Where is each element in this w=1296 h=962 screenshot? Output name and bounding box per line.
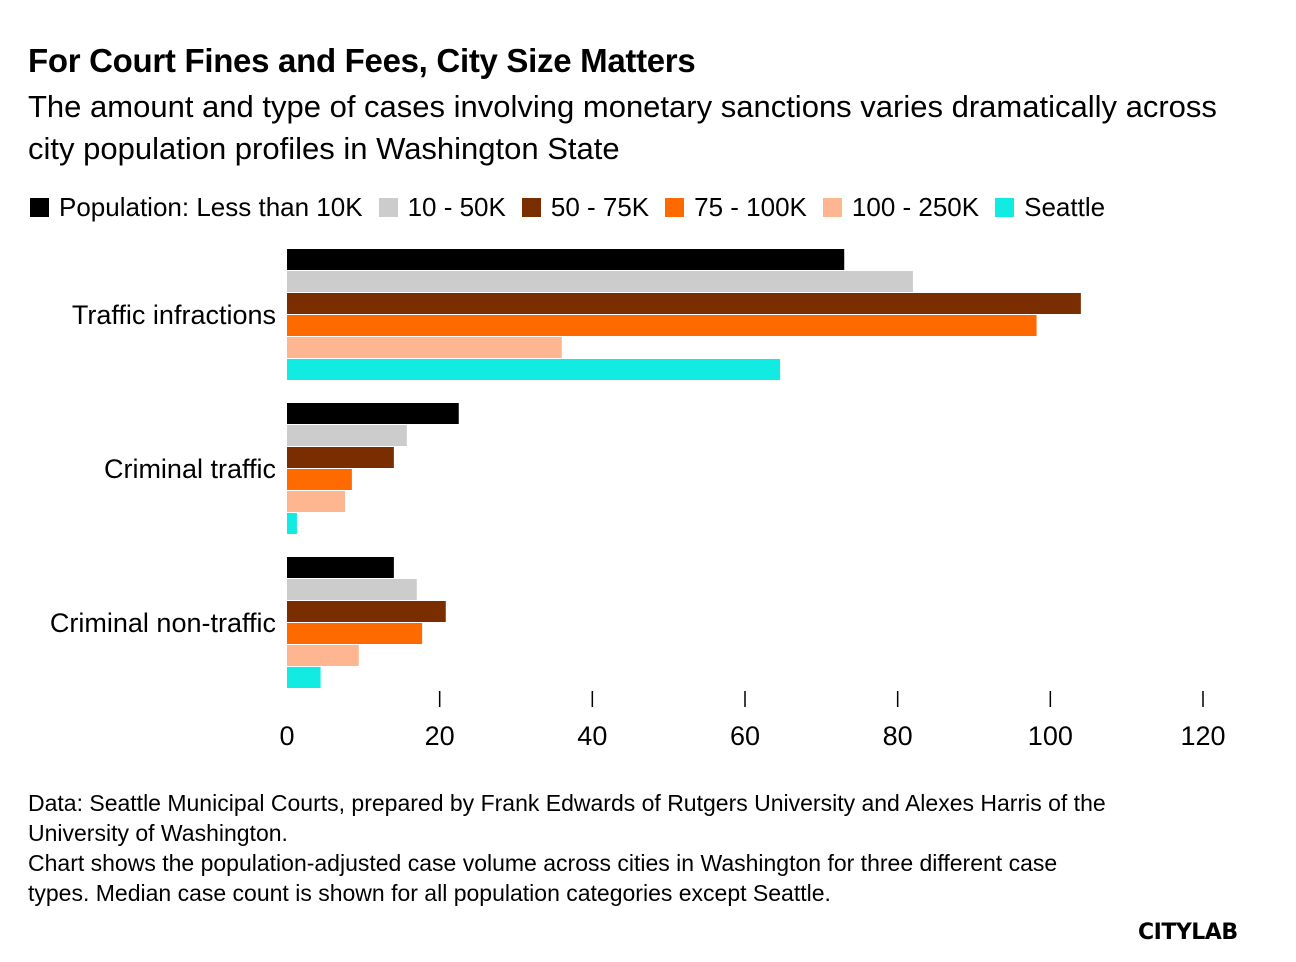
bar: [287, 293, 1081, 314]
bar: [287, 469, 352, 490]
legend-swatch: [822, 197, 842, 217]
bar-chart: Traffic infractions Criminal traffic Crimi…: [50, 249, 1226, 751]
category-label: Traffic infractions: [72, 300, 276, 330]
citylab-logo: CITYLAB: [1138, 920, 1238, 945]
legend-item-less-than-10k: Population: Less than 10K: [30, 192, 363, 223]
bar: [287, 425, 407, 446]
bar: [287, 337, 562, 358]
legend-item-75-100k: 75 - 100K: [665, 192, 807, 223]
x-tick-label: 120: [1180, 721, 1225, 751]
bar: [287, 491, 346, 512]
legend-item-10-50k: 10 - 50K: [378, 191, 506, 223]
bar: [287, 447, 394, 468]
x-tick-label: 0: [279, 721, 294, 751]
legend-label: 100 - 250K: [851, 191, 980, 222]
note-line: Chart shows the population-adjusted case…: [28, 850, 1058, 906]
bar: [287, 645, 359, 666]
bar: [287, 359, 781, 380]
legend-label: 50 - 75K: [550, 191, 650, 222]
x-tick-label: 40: [577, 721, 607, 751]
bar: [287, 557, 394, 578]
bar: [287, 513, 297, 534]
legend-item-50-75k: 50 - 75K: [521, 191, 650, 223]
bar: [287, 667, 321, 688]
legend-label: 75 - 100K: [694, 191, 807, 222]
legend-label: 10 - 50K: [407, 191, 506, 222]
x-tick-label: 80: [883, 721, 913, 751]
chart-source-note: Data: Seattle Municipal Courts, prepared…: [28, 788, 1108, 908]
bar: [287, 315, 1037, 336]
legend-swatch: [521, 197, 541, 217]
legend-item-100-250k: 100 - 250K: [822, 191, 980, 223]
legend-label: Population: Less than 10K: [59, 191, 363, 222]
bar: [287, 271, 913, 292]
category-label: Criminal non-traffic: [50, 608, 276, 638]
bar: [287, 579, 417, 600]
legend-swatch: [30, 197, 49, 217]
chart-legend: Population: Less than 10K 10 - 50K 50 - …: [30, 190, 1105, 224]
bar: [287, 403, 459, 424]
x-tick-label: 60: [730, 721, 760, 751]
legend-swatch: [995, 197, 1015, 217]
legend-swatch: [665, 197, 685, 217]
source-line: Data: Seattle Municipal Courts, prepared…: [28, 790, 1106, 846]
bar: [287, 601, 446, 622]
bar: [287, 249, 845, 270]
x-tick-label: 100: [1028, 721, 1073, 751]
legend-swatch: [378, 197, 398, 217]
chart-title: For Court Fines and Fees, City Size Matt…: [28, 42, 696, 79]
legend-label: Seattle: [1024, 191, 1106, 222]
chart-subtitle: The amount and type of cases involving m…: [28, 89, 1217, 166]
legend-item-seattle: Seattle: [995, 192, 1105, 223]
bar: [287, 623, 423, 644]
category-label: Criminal traffic: [104, 454, 276, 484]
x-tick-label: 20: [425, 721, 455, 751]
